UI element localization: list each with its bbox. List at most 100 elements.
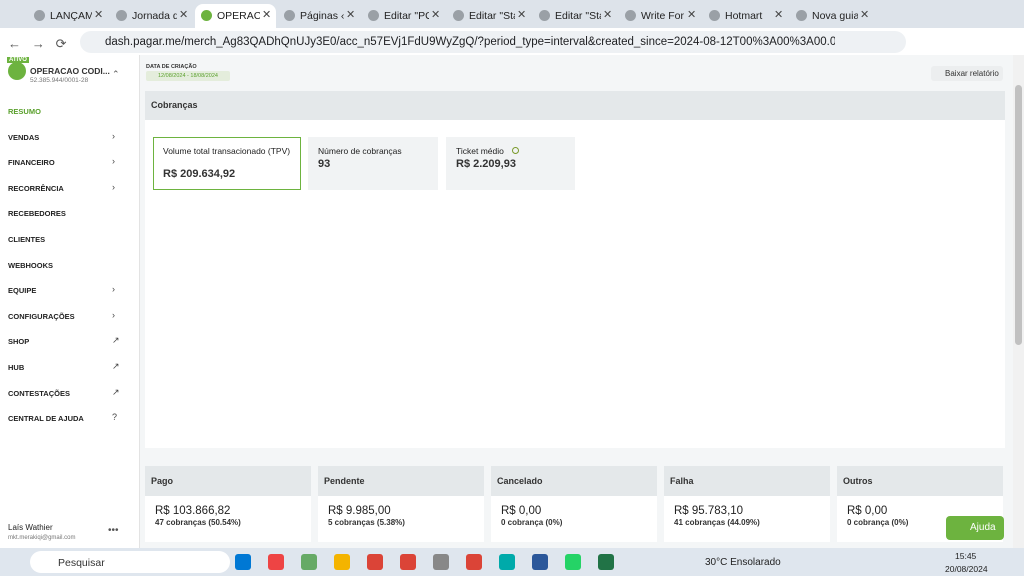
tab-close[interactable]: ✕: [262, 9, 272, 21]
metric-value: R$ 209.634,92: [163, 168, 236, 180]
tab-strip: [0, 0, 1024, 28]
search-box[interactable]: [30, 551, 230, 573]
tab-title[interactable]: Hotmart: [725, 10, 763, 22]
tab-title[interactable]: Write For: [641, 10, 684, 22]
help-button[interactable]: [946, 516, 1004, 540]
tab-title[interactable]: Nova guia: [812, 10, 858, 22]
tab-icon: [116, 10, 127, 21]
taskbar-app[interactable]: [334, 554, 350, 570]
nav-buttons[interactable]: ← → ⟳: [8, 36, 67, 51]
tab-close[interactable]: ✕: [860, 9, 870, 21]
menu-item[interactable]: CENTRAL DE AJUDA: [8, 414, 84, 424]
filter-range[interactable]: 12/08/2024 - 18/08/2024: [146, 71, 230, 81]
menu-icon: ›: [112, 130, 115, 141]
address-bar[interactable]: [80, 31, 906, 53]
tab-close[interactable]: ✕: [687, 9, 697, 21]
tab-title[interactable]: OPERACAO: [217, 10, 260, 22]
status-amount: R$ 0,00: [501, 505, 542, 517]
weather[interactable]: 30°C Ensolarado: [705, 557, 781, 568]
metric-card[interactable]: [153, 137, 301, 190]
tab-icon: [539, 10, 550, 21]
menu-item[interactable]: CONTESTAÇÕES: [8, 388, 70, 398]
menu-item[interactable]: FINANCEIRO: [8, 158, 55, 168]
tab-title[interactable]: LANÇAME: [50, 10, 92, 22]
menu-item[interactable]: HUB: [8, 363, 25, 372]
status-amount: R$ 9.985,00: [328, 505, 391, 517]
taskbar-app[interactable]: [466, 554, 482, 570]
menu-item[interactable]: CLIENTES: [8, 235, 46, 244]
menu-icon: ›: [112, 284, 115, 295]
taskbar-app[interactable]: [367, 554, 383, 570]
metric-card[interactable]: [308, 137, 438, 190]
logo: [8, 62, 26, 80]
status-card-header: [837, 466, 1003, 496]
tab-close[interactable]: ✕: [346, 9, 356, 21]
tab-close[interactable]: ✕: [603, 9, 613, 21]
status-card-header: [491, 466, 657, 496]
tab-title[interactable]: Editar "PO: [384, 10, 429, 22]
user-name[interactable]: Laís Wathier: [8, 523, 53, 532]
user-menu[interactable]: •••: [108, 525, 119, 536]
status-card-header: [318, 466, 484, 496]
clock-time[interactable]: 15:45: [955, 551, 977, 561]
account-document: 52.385.944/0001-28: [30, 77, 89, 84]
taskbar-app[interactable]: [301, 554, 317, 570]
tab-close[interactable]: ✕: [94, 9, 104, 21]
menu-icon: ›: [112, 309, 115, 320]
menu-item[interactable]: RESUMO: [8, 107, 41, 116]
menu-item[interactable]: CONFIGURAÇÕES: [8, 311, 75, 321]
metric-card[interactable]: [446, 137, 575, 190]
metric-label: Número de cobranças: [318, 146, 402, 156]
menu-item[interactable]: VENDAS: [8, 132, 40, 142]
user-email: mkt.merakiqi@gmail.com: [8, 535, 76, 541]
url[interactable]: dash.pagar.me/merch_Ag83QADhQnUJy3E0/acc…: [105, 36, 835, 48]
taskbar-app[interactable]: [433, 554, 449, 570]
tab-title[interactable]: Jornada d: [132, 10, 177, 22]
help-label[interactable]: Ajuda: [970, 522, 996, 533]
status-title: Falha: [670, 476, 694, 486]
search-text[interactable]: Pesquisar: [58, 557, 105, 569]
menu-item[interactable]: EQUIPE: [8, 286, 37, 296]
status-card-header: [145, 466, 311, 496]
tab-close[interactable]: ✕: [431, 9, 441, 21]
tab-icon: [796, 10, 807, 21]
status-count: 5 cobranças (5.38%): [328, 518, 405, 527]
tab-icon: [201, 10, 212, 21]
status-count: 41 cobranças (44.09%): [674, 518, 760, 527]
menu-item[interactable]: SHOP: [8, 337, 30, 347]
status-card-header: [664, 466, 830, 496]
tab-icon: [709, 10, 720, 21]
menu-icon: ↗: [112, 335, 120, 346]
tab-close[interactable]: ✕: [774, 9, 784, 21]
tab-title[interactable]: Editar "Sta: [555, 10, 601, 22]
status-title: Pago: [151, 476, 174, 486]
account-name[interactable]: OPERACAO CODI...: [30, 66, 110, 76]
menu-icon: ?: [112, 412, 118, 423]
menu-item[interactable]: WEBHOOKS: [8, 260, 53, 270]
taskbar-app[interactable]: [400, 554, 416, 570]
status-amount: R$ 103.866,82: [155, 505, 231, 517]
menu-item[interactable]: RECEBEDORES: [8, 209, 66, 219]
tab-title[interactable]: Páginas ‹: [300, 10, 344, 22]
clock-date[interactable]: 20/08/2024: [945, 564, 988, 574]
account-toggle[interactable]: ⌃: [112, 69, 120, 79]
metric-label: Ticket médio: [456, 146, 504, 156]
taskbar-app[interactable]: [499, 554, 515, 570]
taskbar-app[interactable]: [532, 554, 548, 570]
tab-title[interactable]: Editar "Sta: [469, 10, 515, 22]
download-button[interactable]: Baixar relatório: [931, 66, 1003, 81]
taskbar-app[interactable]: [235, 554, 251, 570]
taskbar-app[interactable]: [268, 554, 284, 570]
tab-icon: [368, 10, 379, 21]
menu-icon: ↗: [112, 361, 120, 371]
tab-close[interactable]: ✕: [179, 9, 189, 21]
info-icon: [512, 147, 519, 154]
tab-close[interactable]: ✕: [517, 9, 527, 21]
taskbar-app[interactable]: [598, 554, 614, 570]
scrollbar[interactable]: [1013, 55, 1024, 548]
metric-value: R$ 2.209,93: [456, 158, 516, 170]
menu-item[interactable]: RECORRÊNCIA: [8, 183, 64, 193]
metric-label: Volume total transacionado (TPV): [163, 146, 291, 156]
taskbar-app[interactable]: [565, 554, 581, 570]
